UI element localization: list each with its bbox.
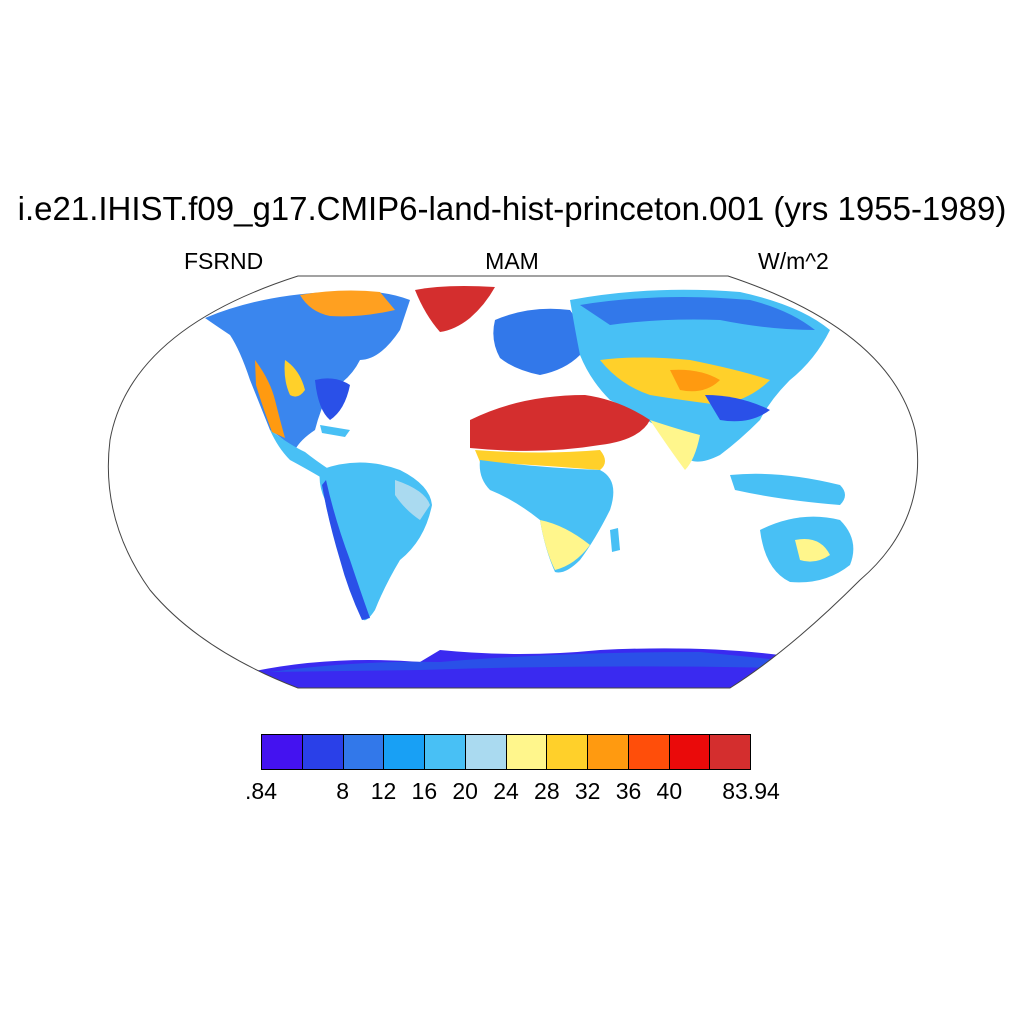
- colorbar-tick-label: 12: [370, 778, 397, 804]
- colorbar-tick-label: 16: [411, 778, 438, 804]
- map-border: [107, 275, 919, 689]
- colorbar-swatch: [547, 735, 588, 769]
- colorbar: [261, 734, 751, 770]
- madagascar: [610, 528, 620, 552]
- colorbar-swatch: [710, 735, 750, 769]
- colorbar-swatch: [384, 735, 425, 769]
- colorbar-swatch: [465, 735, 507, 769]
- south-america-northeast: [395, 480, 430, 520]
- colorbar-tick-label: 83.94: [722, 778, 780, 804]
- asia-taklamakan: [670, 369, 720, 392]
- colorbar-tick-label: 36: [615, 778, 642, 804]
- colorbar-swatch: [425, 735, 466, 769]
- colorbar-tick-label: 24: [493, 778, 519, 804]
- asia-north: [580, 296, 815, 330]
- variable-label: FSRND: [184, 248, 264, 274]
- north-america-great-plains: [284, 360, 305, 397]
- colorbar-tick-label: 8: [336, 778, 350, 804]
- colorbar-swatch: [628, 735, 670, 769]
- colorbar-swatch: [506, 735, 548, 769]
- north-america-south: [270, 430, 330, 478]
- greenland: [415, 286, 495, 332]
- africa: [479, 460, 614, 573]
- north-america-west: [255, 360, 285, 438]
- africa-south: [540, 520, 590, 570]
- new-zealand: [860, 575, 885, 600]
- south-america-andes: [322, 480, 370, 620]
- season-label: MAM: [485, 248, 539, 274]
- colorbar-tick-label: 20: [452, 778, 478, 804]
- north-america-canada-north: [300, 290, 395, 317]
- north-america: [205, 291, 410, 450]
- colorbar-swatch: [669, 735, 711, 769]
- colorbar-swatch: [343, 735, 385, 769]
- colorbar-swatch: [262, 735, 303, 769]
- antarctica-edge: [270, 652, 780, 672]
- colorbar-tick-label: .84: [245, 778, 277, 804]
- north-america-east: [315, 378, 350, 420]
- colorbar-tick-label: 40: [656, 778, 683, 804]
- colorbar-swatch: [302, 735, 344, 769]
- caribbean: [320, 425, 350, 437]
- colorbar-swatch: [588, 735, 629, 769]
- asia-india: [650, 420, 700, 470]
- australia-center: [795, 539, 830, 562]
- europe: [493, 308, 582, 375]
- sahara-arabia: [470, 395, 650, 451]
- southeast-asia: [730, 473, 845, 505]
- asia-tibet: [705, 395, 770, 422]
- plot-title: i.e21.IHIST.f09_g17.CMIP6-land-hist-prin…: [17, 190, 1007, 227]
- sahel: [475, 450, 605, 470]
- colorbar-ticks: .84 8 12 16 20 24 28 32 36 40 83.94: [0, 778, 1024, 808]
- units-label: W/m^2: [758, 248, 829, 274]
- colorbar-tick-label: 32: [574, 778, 601, 804]
- colorbar-tick-label: 28: [534, 778, 560, 804]
